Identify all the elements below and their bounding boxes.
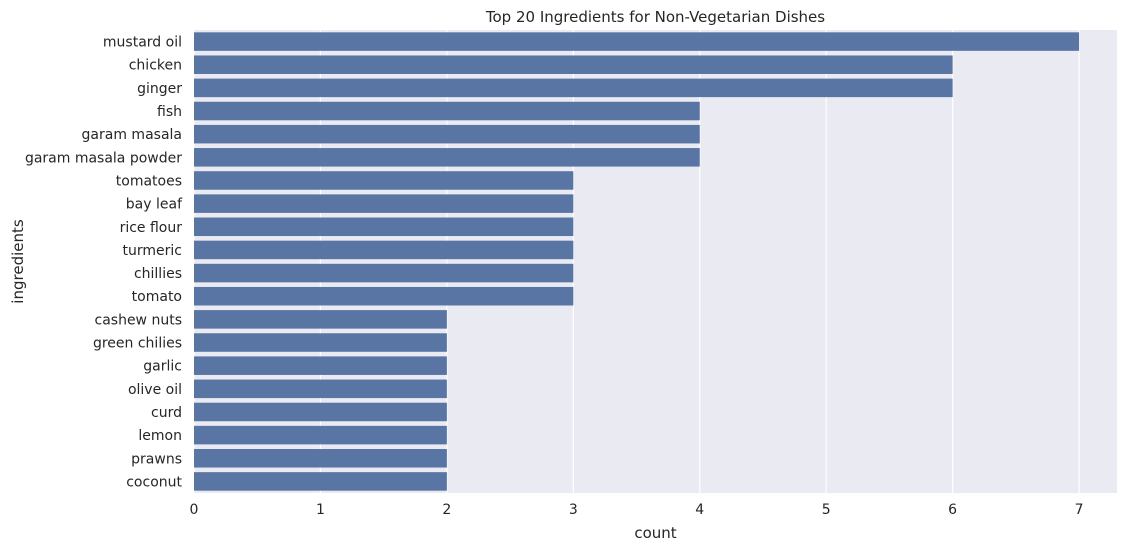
bar (194, 148, 700, 167)
plot-area (194, 30, 1117, 493)
bar (194, 55, 953, 74)
y-tick-label: curd (151, 405, 182, 421)
bar (194, 32, 1080, 51)
bar (194, 402, 447, 422)
y-tick-label: bay leaf (126, 197, 183, 213)
bar (194, 333, 447, 352)
y-tick-label: mustard oil (103, 35, 182, 51)
bar (194, 240, 574, 260)
y-tick-label: rice flour (120, 220, 183, 236)
y-tick-label: chicken (129, 58, 182, 74)
y-tick-label: lemon (138, 428, 182, 444)
x-tick-label: 1 (316, 502, 325, 518)
bar (194, 263, 574, 283)
y-tick-label: garam masala (82, 127, 182, 143)
bar (194, 194, 574, 213)
x-tick-label: 7 (1075, 502, 1084, 518)
x-tick-labels: 0 1 2 3 4 5 6 7 (190, 502, 1084, 518)
bar (194, 217, 574, 237)
bar (194, 124, 700, 144)
bars (194, 32, 1080, 491)
y-tick-label: green chilies (93, 336, 182, 352)
bar (194, 472, 447, 491)
bar (194, 449, 447, 468)
y-axis-label: ingredients (9, 219, 27, 304)
y-tick-label: fish (157, 104, 182, 120)
y-tick-label: tomatoes (116, 173, 182, 189)
bar (194, 171, 574, 190)
y-tick-label: tomato (132, 289, 182, 305)
y-tick-label: garlic (143, 359, 182, 375)
x-axis-label: count (634, 524, 676, 542)
bar (194, 101, 700, 121)
bar (194, 379, 447, 399)
y-tick-label: garam masala powder (25, 150, 182, 166)
y-tick-label: chillies (134, 266, 182, 282)
x-tick-label: 3 (569, 502, 578, 518)
y-tick-label: prawns (131, 451, 182, 467)
x-tick-label: 5 (822, 502, 831, 518)
x-tick-label: 4 (695, 502, 704, 518)
bar (194, 286, 574, 306)
y-tick-labels: mustard oil chicken ginger fish garam masala… (25, 35, 183, 491)
x-tick-label: 6 (948, 502, 957, 518)
x-tick-label: 2 (442, 502, 451, 518)
y-tick-label: turmeric (123, 243, 182, 259)
bar (194, 425, 447, 445)
y-tick-label: olive oil (128, 382, 182, 398)
bar (194, 356, 447, 375)
y-tick-label: ginger (137, 81, 182, 97)
y-tick-label: coconut (126, 474, 182, 490)
chart-title: Top 20 Ingredients for Non-Vegetarian Di… (485, 8, 825, 26)
x-tick-label: 0 (190, 502, 199, 518)
bar (194, 310, 447, 329)
y-tick-label: cashew nuts (95, 312, 183, 328)
bar (194, 78, 953, 98)
